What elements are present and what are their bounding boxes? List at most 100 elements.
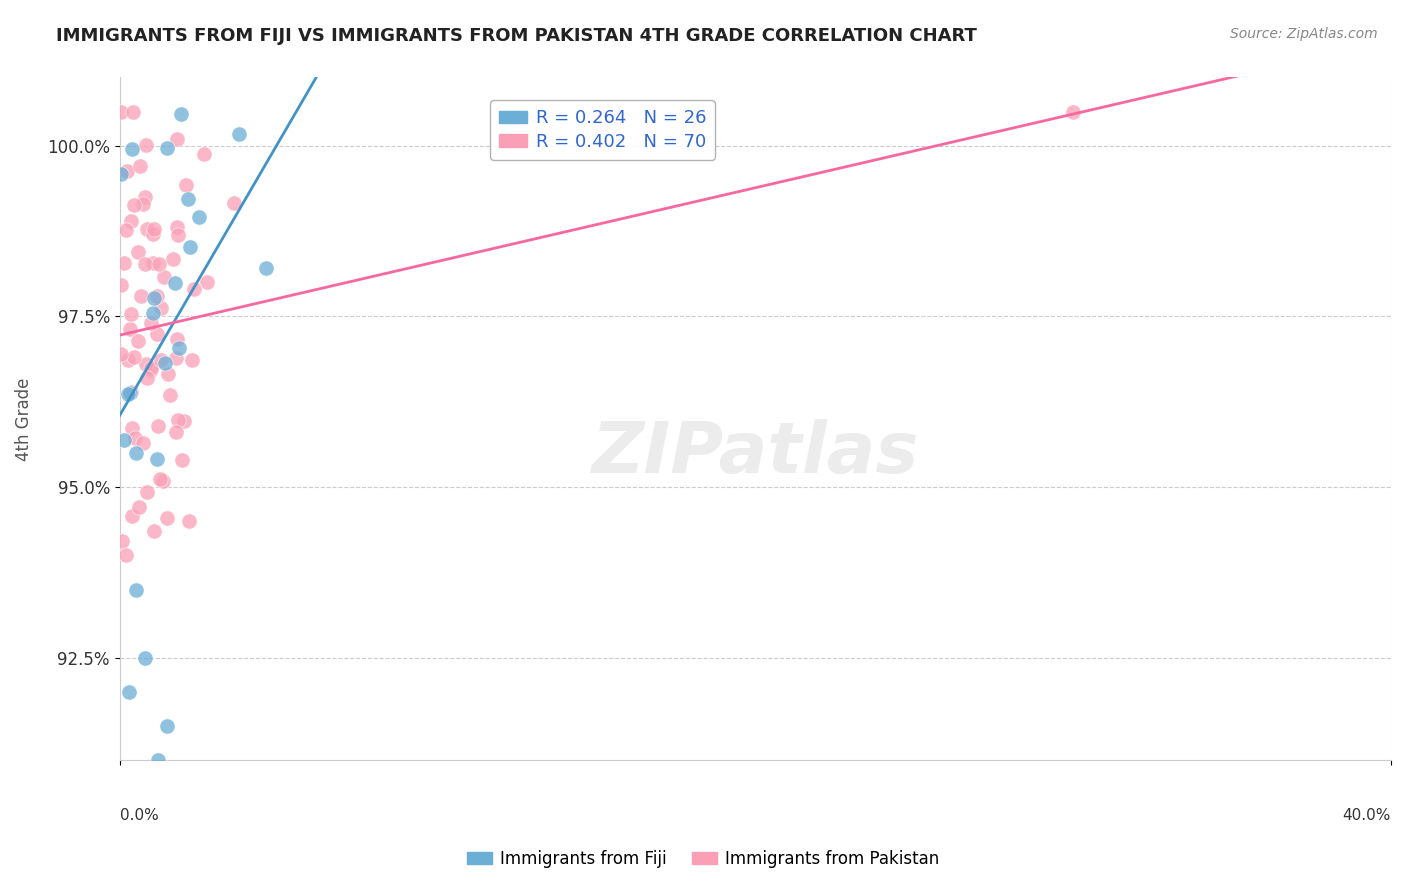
Point: [195, 275, 218, 289]
Text: IMMIGRANTS FROM FIJI VS IMMIGRANTS FROM PAKISTAN 4TH GRADE CORRELATION CHART: IMMIGRANTS FROM FIJI VS IMMIGRANTS FROM …: [56, 27, 977, 45]
Point: [146, 753, 169, 767]
Point: [153, 356, 176, 370]
Point: [165, 351, 187, 366]
Point: [132, 197, 155, 211]
Point: [110, 104, 132, 119]
Point: [165, 425, 187, 439]
Point: [174, 41, 197, 55]
Point: [121, 508, 143, 523]
Point: [254, 261, 277, 276]
Point: [156, 367, 179, 381]
Point: [174, 178, 197, 193]
Point: [118, 321, 141, 335]
Point: [149, 301, 172, 316]
Point: [139, 316, 162, 330]
Point: [115, 549, 138, 563]
Point: [146, 289, 169, 303]
Point: [222, 195, 245, 210]
Point: [142, 222, 165, 236]
Point: [228, 128, 250, 142]
Point: [134, 257, 156, 271]
Point: [111, 533, 134, 548]
Point: [166, 132, 188, 146]
Point: [173, 414, 195, 428]
Point: [135, 222, 157, 236]
Point: [122, 197, 145, 211]
Point: [128, 500, 150, 514]
Point: [117, 352, 139, 367]
Point: [142, 227, 165, 241]
Point: [1062, 104, 1084, 119]
Point: [166, 220, 188, 235]
Point: [120, 307, 142, 321]
Point: [159, 388, 181, 402]
Point: [149, 472, 172, 486]
Text: Source: ZipAtlas.com: Source: ZipAtlas.com: [1230, 27, 1378, 41]
Point: [110, 11, 132, 25]
Point: [169, 341, 191, 355]
Point: [139, 363, 162, 377]
Point: [134, 190, 156, 204]
Point: [150, 353, 173, 368]
Point: [136, 371, 159, 385]
Y-axis label: 4th Grade: 4th Grade: [15, 377, 32, 460]
Point: [166, 332, 188, 346]
Point: [127, 244, 149, 259]
Point: [121, 104, 143, 119]
Point: [167, 413, 190, 427]
Point: [115, 164, 138, 178]
Text: ZIPatlas: ZIPatlas: [592, 418, 920, 488]
Point: [136, 485, 159, 500]
Point: [112, 256, 135, 270]
Point: [135, 357, 157, 371]
Point: [112, 433, 135, 447]
Point: [110, 278, 132, 293]
Point: [124, 582, 146, 597]
Point: [179, 514, 201, 528]
Point: [124, 431, 146, 445]
Point: [110, 167, 132, 181]
Point: [179, 240, 201, 254]
Point: [162, 252, 184, 267]
Point: [146, 452, 169, 467]
Point: [177, 192, 200, 206]
Point: [143, 524, 166, 538]
Point: [120, 214, 142, 228]
Point: [163, 277, 186, 291]
Point: [134, 651, 156, 665]
Point: [156, 719, 179, 733]
Point: [115, 222, 138, 236]
Point: [127, 334, 149, 349]
Point: [129, 288, 152, 302]
Point: [141, 306, 163, 320]
Legend: R = 0.264   N = 26, R = 0.402   N = 70: R = 0.264 N = 26, R = 0.402 N = 70: [491, 100, 716, 160]
Legend: Immigrants from Fiji, Immigrants from Pakistan: Immigrants from Fiji, Immigrants from Pa…: [460, 844, 946, 875]
Point: [132, 436, 155, 450]
Point: [181, 352, 204, 367]
Point: [142, 291, 165, 305]
Point: [120, 385, 142, 400]
Point: [110, 347, 132, 361]
Point: [135, 138, 157, 153]
Point: [155, 511, 177, 525]
Point: [152, 474, 174, 488]
Point: [183, 281, 205, 295]
Point: [145, 326, 167, 341]
Point: [125, 445, 148, 459]
Point: [169, 107, 191, 121]
Point: [118, 685, 141, 699]
Point: [193, 146, 215, 161]
Point: [167, 228, 190, 243]
Point: [156, 141, 179, 155]
Point: [146, 419, 169, 434]
Point: [117, 387, 139, 401]
Point: [139, 361, 162, 376]
Point: [120, 385, 142, 400]
Text: 0.0%: 0.0%: [120, 808, 159, 823]
Point: [148, 257, 170, 271]
Point: [170, 453, 193, 467]
Point: [128, 159, 150, 173]
Text: 40.0%: 40.0%: [1343, 808, 1391, 823]
Point: [142, 256, 165, 270]
Point: [121, 421, 143, 435]
